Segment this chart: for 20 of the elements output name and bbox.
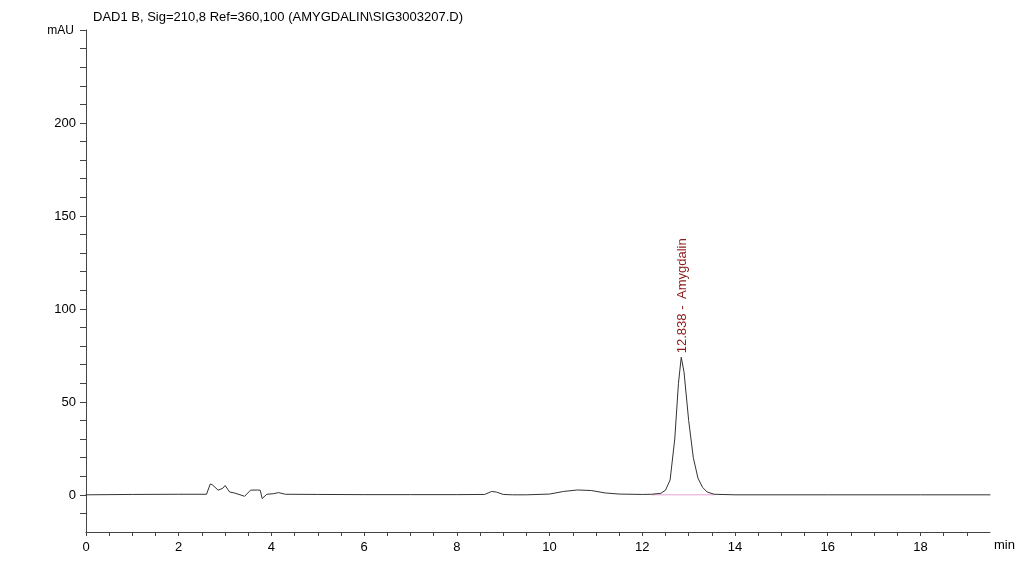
x-tick-label: 2: [175, 539, 183, 554]
chart-title: DAD1 B, Sig=210,8 Ref=360,100 (AMYGDALIN\SIG3003207.D): [93, 9, 463, 24]
x-tick-label: 16: [820, 539, 835, 554]
annotation: 12.838 - Amygdalin: [673, 238, 689, 354]
x-tick-label: 12: [635, 539, 650, 554]
x-tick-label: 18: [913, 539, 928, 554]
y-tick-label: 200: [54, 115, 76, 131]
x-tick-label: 6: [360, 539, 368, 554]
x-axis-title: min: [994, 537, 1015, 552]
y-axis-title: mAU: [47, 23, 74, 37]
x-tick-label: 8: [453, 539, 461, 554]
y-tick-label: 150: [54, 208, 76, 224]
y-tick-label: 50: [61, 394, 76, 410]
y-tick-label: 0: [68, 487, 76, 503]
x-tick-label: 10: [542, 539, 557, 554]
line-series: [85, 356, 991, 500]
x-tick-label: 14: [727, 539, 743, 554]
x-tick-label: 4: [267, 539, 276, 554]
y-tick-label: 100: [54, 301, 76, 317]
x-tick-label: 0: [82, 539, 90, 554]
